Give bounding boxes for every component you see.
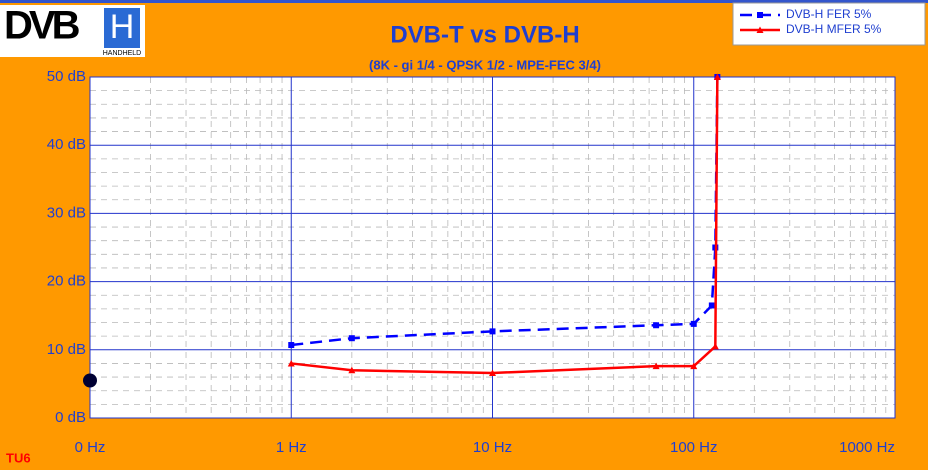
logo: DVB H HANDHELD (0, 4, 145, 57)
y-tick-label: 40 dB (47, 136, 86, 153)
legend-label: DVB-H MFER 5% (786, 22, 882, 36)
y-tick-label: 20 dB (47, 273, 86, 290)
x-tick-label: 0 Hz (75, 439, 106, 456)
legend-marker (757, 12, 763, 18)
data-point (713, 73, 721, 80)
data-point (348, 366, 356, 374)
top-band (0, 0, 928, 3)
x-tick-label: 1000 Hz (839, 439, 895, 456)
logo-box (104, 8, 140, 48)
legend-marker (756, 26, 764, 33)
chart-subtitle: (8K - gi 1/4 - QPSK 1/2 - MPE-FEC 3/4) (369, 57, 601, 72)
badge: TU6 (6, 450, 31, 465)
data-point (287, 359, 295, 367)
y-tick-label: 50 dB (47, 68, 86, 85)
data-point (489, 328, 496, 335)
data-point (348, 335, 355, 342)
y-tick-label: 0 dB (55, 409, 86, 426)
data-point (708, 302, 715, 309)
data-point (489, 369, 496, 376)
x-tick-label: 1 Hz (276, 439, 307, 456)
logo-sub: HANDHELD (103, 50, 142, 57)
data-point (690, 362, 698, 370)
y-tick-label: 10 dB (47, 341, 86, 358)
y-tick-label: 30 dB (47, 204, 86, 221)
data-point (711, 342, 719, 350)
chart-title: DVB-T vs DVB-H (390, 21, 579, 48)
data-point (288, 342, 295, 349)
legend (732, 2, 926, 46)
badge-bg (0, 450, 34, 470)
data-point (652, 362, 660, 370)
data-point (690, 320, 697, 327)
legend-label: DVB-H FER 5% (786, 7, 872, 21)
series-line (291, 76, 719, 347)
plot-border (89, 76, 896, 419)
x-tick-label: 100 Hz (670, 439, 718, 456)
reference-point (83, 373, 97, 388)
x-tick-label: 10 Hz (473, 439, 512, 456)
data-point (653, 322, 660, 329)
logo-main: DVB (4, 4, 80, 48)
logo-letter: H (110, 8, 135, 46)
